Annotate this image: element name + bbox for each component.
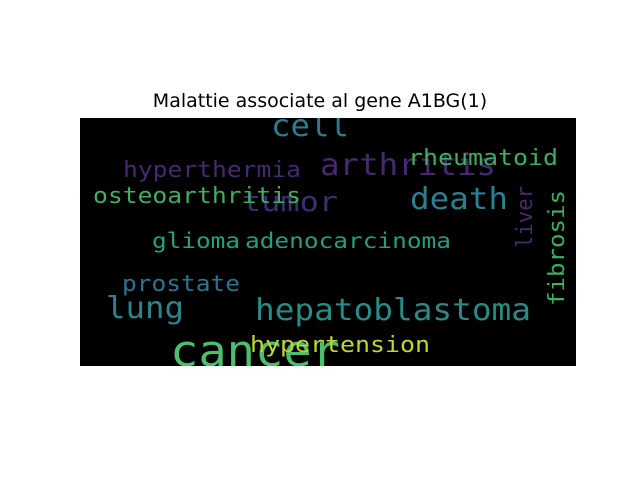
word-lung: lung <box>106 291 184 326</box>
word-hyperthermia: hyperthermia <box>123 158 301 183</box>
cloud-background <box>80 118 576 366</box>
word-glioma: glioma <box>152 229 240 253</box>
word-tumor: tumor <box>242 185 338 218</box>
word-death: death <box>410 182 508 217</box>
word-hepatoblastoma: hepatoblastoma <box>255 293 531 328</box>
word-adenocarcinoma: adenocarcinoma <box>245 229 451 253</box>
word-arthritis: arthritis <box>320 148 496 183</box>
chart-title: Malattie associate al gene A1BG(1) <box>152 90 488 112</box>
word-prostate: prostate <box>122 272 240 297</box>
word-osteoarthritis: osteoarthritis <box>93 184 301 209</box>
word-cell: cell <box>271 118 349 144</box>
word-liver: liver <box>513 186 538 248</box>
word-fibrosis: fibrosis <box>545 190 570 306</box>
word-cancer: cancer <box>170 326 340 366</box>
word-rheumatoid: rheumatoid <box>408 146 558 171</box>
word-hypertension: hypertension <box>250 333 430 358</box>
